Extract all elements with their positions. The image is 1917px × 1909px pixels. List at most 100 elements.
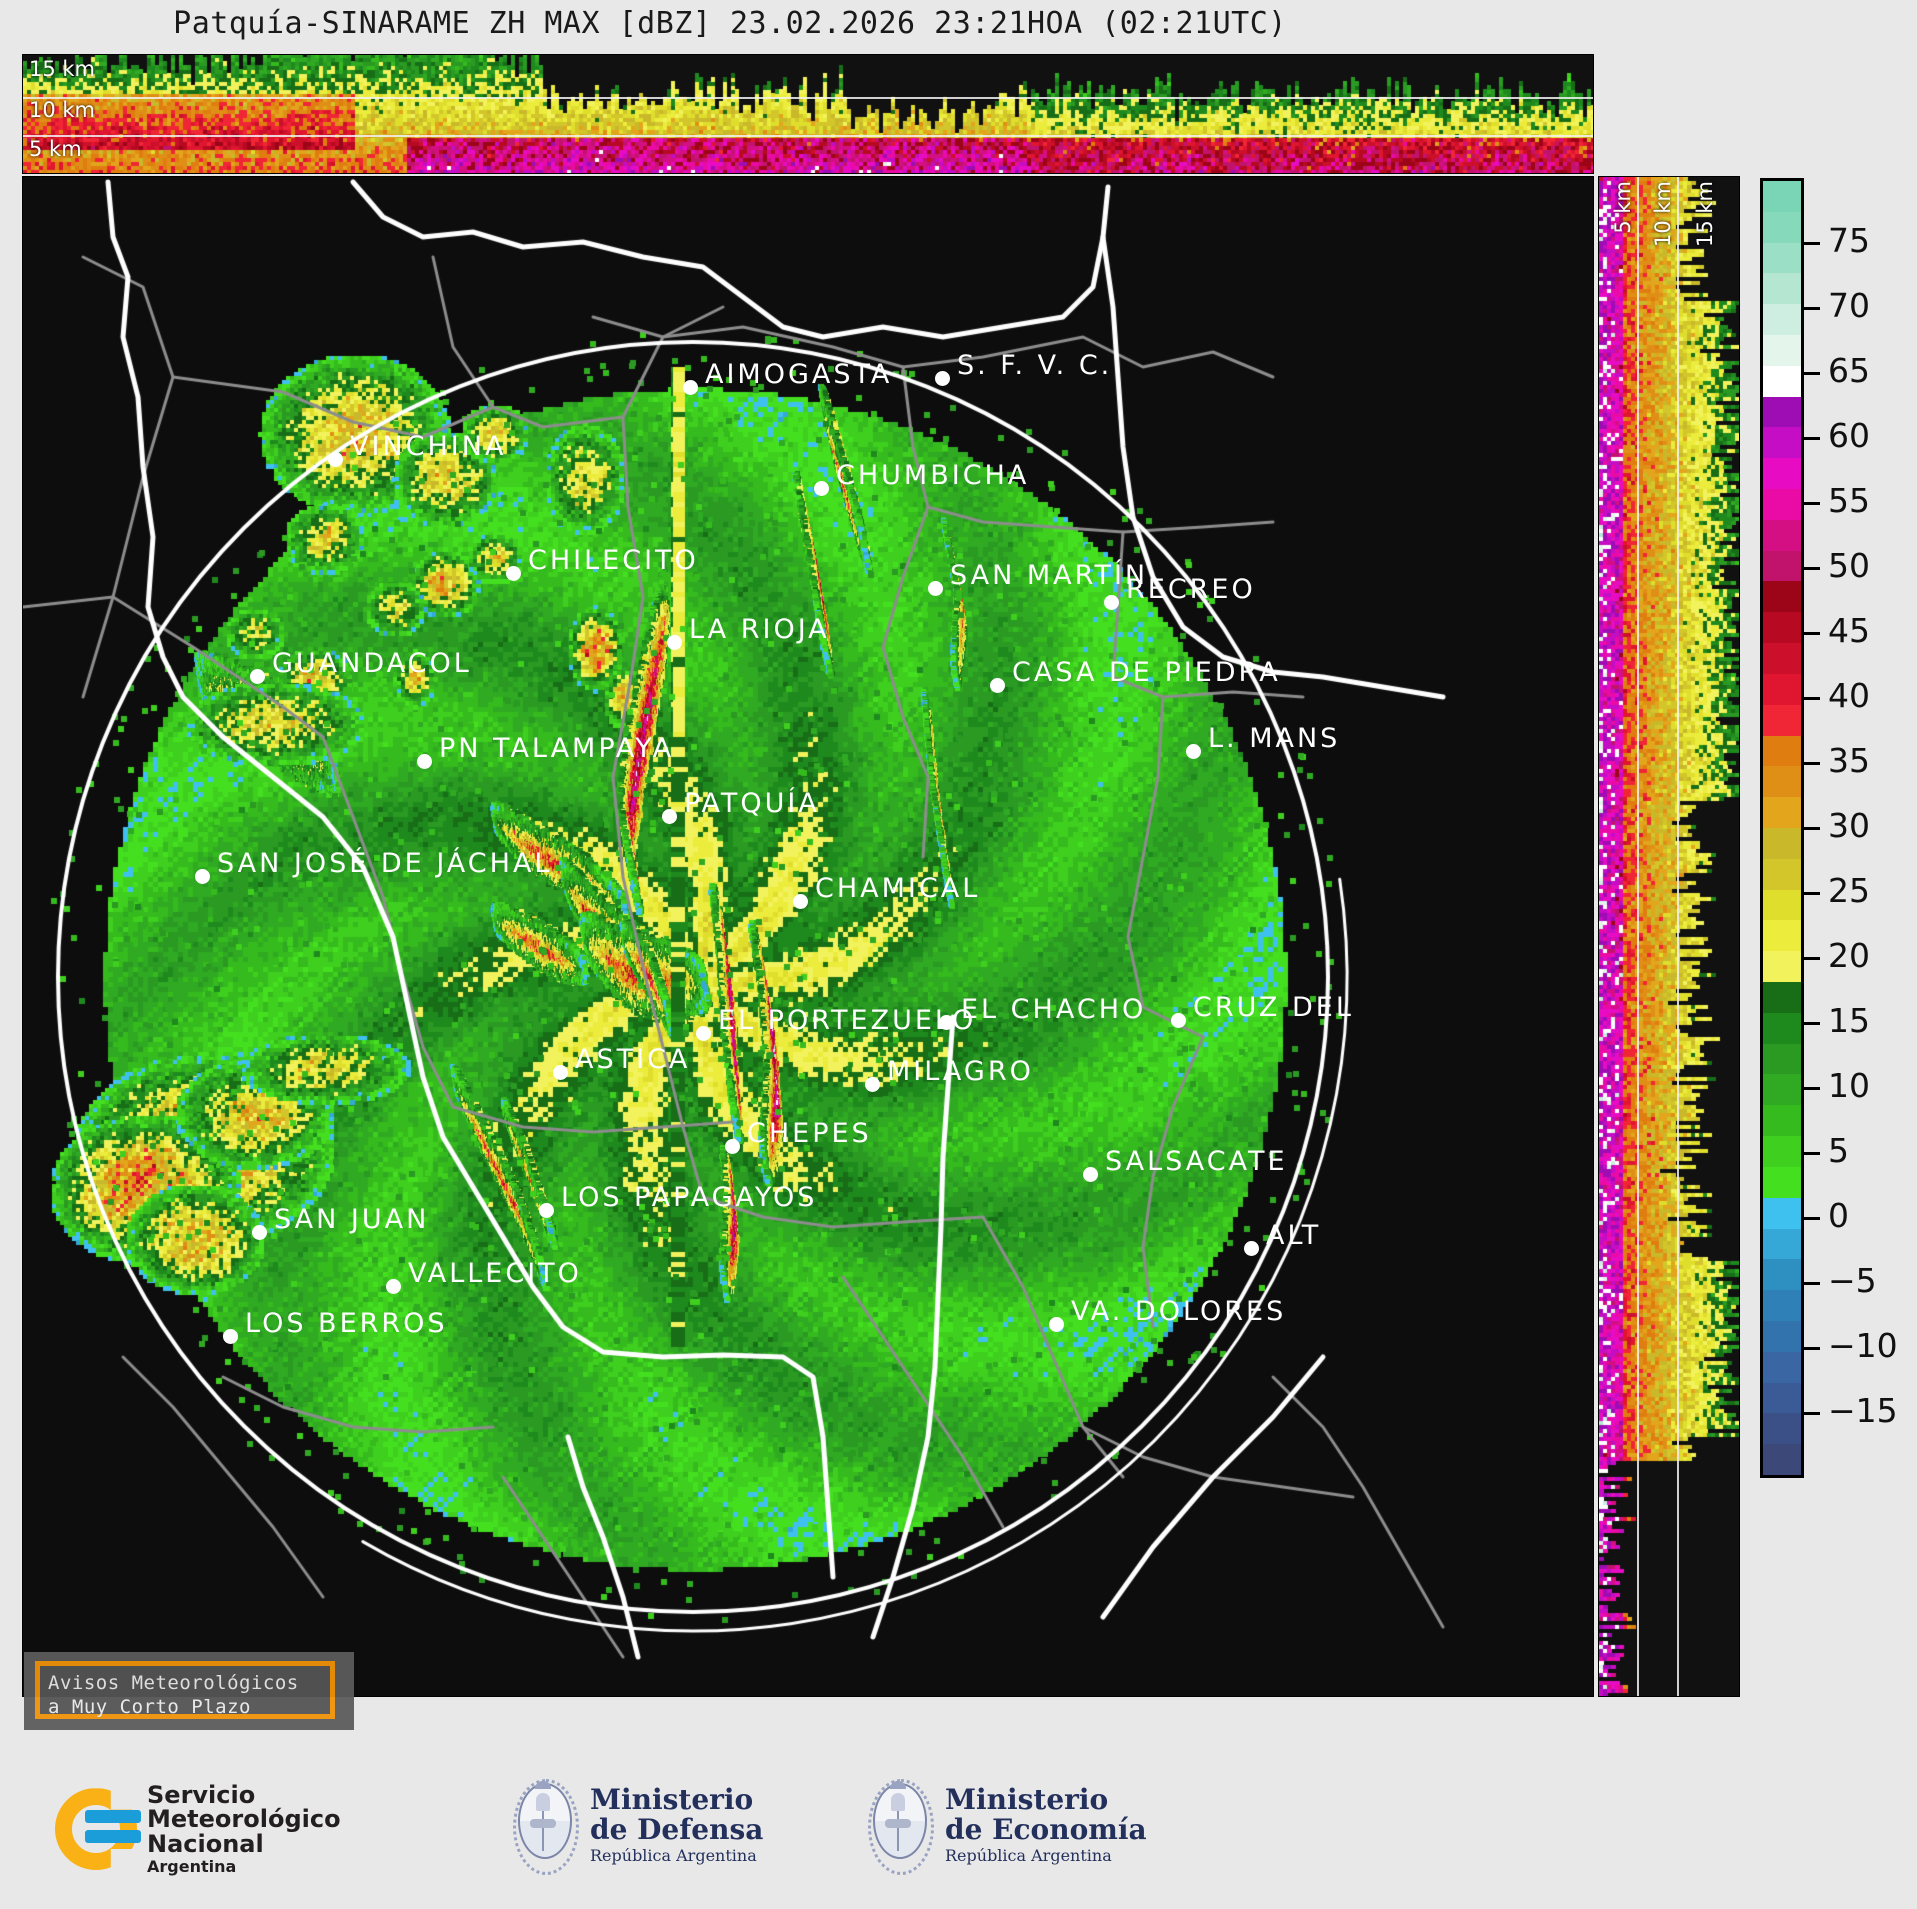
city-dot-icon	[223, 1329, 238, 1344]
colorbar-band-27	[1763, 612, 1801, 644]
colorbar-gradient	[1760, 178, 1804, 1478]
colorbar-band-12	[1763, 1074, 1801, 1106]
sun-shape-2	[886, 1773, 910, 1789]
cross-section-top-panel: 15 km 10 km 5 km	[22, 54, 1594, 174]
city-label: SALSACATE	[1105, 1146, 1288, 1177]
ministerio-defensa-logo: Ministerio de Defensa República Argentin…	[510, 1773, 763, 1877]
city-label: LOS PAPAGAYOS	[561, 1182, 818, 1213]
height-label-right-10km: 10 km	[1651, 181, 1675, 248]
defensa-line-2: de Defensa	[590, 1813, 764, 1847]
colorbar-band-28	[1763, 581, 1801, 613]
smn-wave-2	[85, 1830, 141, 1844]
colorbar-tick	[1804, 762, 1820, 765]
colorbar-band-35	[1763, 365, 1801, 397]
city-label: PATQUÍA	[684, 788, 820, 819]
city-label: ALT	[1266, 1220, 1322, 1251]
colorbar-tick	[1804, 242, 1820, 245]
colorbar-band-38	[1763, 273, 1801, 305]
city-dot-icon	[553, 1065, 568, 1080]
city-label: PN TALAMPAYA	[439, 733, 675, 764]
city-dot-icon	[328, 452, 343, 467]
colorbar-tick-label: 25	[1828, 871, 1870, 910]
colorbar-band-0	[1763, 1444, 1801, 1475]
colorbar-band-10	[1763, 1136, 1801, 1167]
colorbar-tick	[1804, 697, 1820, 700]
colorbar-band-11	[1763, 1105, 1801, 1137]
smn-wave-1	[85, 1810, 141, 1824]
city-dot-icon	[667, 635, 682, 650]
colorbar-band-16	[1763, 951, 1801, 982]
colorbar-tick	[1804, 307, 1820, 310]
colorbar-band-15	[1763, 982, 1801, 1013]
city-label: RECREO	[1126, 574, 1256, 605]
colorbar-band-3	[1763, 1351, 1801, 1383]
defensa-line-3: República Argentina	[590, 1845, 757, 1865]
radar-map[interactable]: AIMOGASTA S. F. V. C. VINCHINA CHUMBICHA CHI…	[22, 176, 1594, 1697]
colorbar-band-29	[1763, 550, 1801, 582]
warning-badge[interactable]: Avisos Meteorológicos a Muy Corto Plazo	[24, 1652, 354, 1730]
argentina-coat-of-arms-icon	[510, 1773, 579, 1877]
colorbar-band-21	[1763, 797, 1801, 828]
city-dot-icon	[1171, 1013, 1186, 1028]
colorbar-band-39	[1763, 242, 1801, 274]
colorbar-tick-label: 5	[1828, 1131, 1849, 1170]
city-dot-icon	[1083, 1167, 1098, 1182]
defensa-line-1: Ministerio	[590, 1783, 754, 1817]
economia-line-3: República Argentina	[945, 1845, 1112, 1865]
colorbar-band-25	[1763, 673, 1801, 705]
colorbar-tick-label: 10	[1828, 1066, 1870, 1105]
height-gridline-10km	[23, 97, 1593, 99]
colorbar-band-9	[1763, 1166, 1801, 1198]
city-dot-icon	[990, 678, 1005, 693]
colorbar-tick-label: 35	[1828, 741, 1870, 780]
colorbar-band-36	[1763, 334, 1801, 366]
colorbar-band-40	[1763, 211, 1801, 243]
city-dot-icon	[935, 371, 950, 386]
colorbar-band-23	[1763, 735, 1801, 767]
city-label: GUANDACOL	[272, 648, 472, 679]
smn-line-2: Meteorológico	[147, 1805, 341, 1834]
city-label: CRUZ DEL	[1193, 992, 1354, 1023]
city-label: VINCHINA	[350, 431, 507, 462]
city-label: CHEPES	[747, 1118, 872, 1149]
ministerio-economia-logo: Ministerio de Economía República Argenti…	[865, 1773, 1147, 1877]
colorbar-band-41	[1763, 180, 1801, 212]
colorbar-band-37	[1763, 304, 1801, 335]
city-dot-icon	[1104, 595, 1119, 610]
smn-line-3: Nacional	[147, 1829, 264, 1858]
city-label: SAN JOSÉ DE JÁCHAL	[217, 848, 553, 879]
city-dot-icon	[1244, 1241, 1259, 1256]
city-dot-icon	[725, 1139, 740, 1154]
economia-line-2: de Economía	[945, 1813, 1147, 1847]
cross-section-right-panel: 5 km 10 km 15 km	[1598, 176, 1740, 1697]
city-dot-icon	[939, 1015, 954, 1030]
city-dot-icon	[252, 1225, 267, 1240]
colorbar-tick	[1804, 567, 1820, 570]
city-label: CHAMICAL	[815, 873, 981, 904]
city-label: CASA DE PIEDRA	[1012, 657, 1281, 688]
colorbar-band-30	[1763, 519, 1801, 551]
city-label: L. MANS	[1208, 723, 1341, 754]
city-label: CHILECITO	[528, 545, 699, 576]
warning-line-2: a Muy Corto Plazo	[48, 1696, 251, 1718]
colorbar-band-31	[1763, 489, 1801, 520]
colorbar-tick-label: 55	[1828, 481, 1870, 520]
colorbar-tick-label: −15	[1828, 1391, 1898, 1430]
height-label-right-15km: 15 km	[1693, 181, 1717, 248]
colorbar-band-7	[1763, 1228, 1801, 1260]
colorbar-band-20	[1763, 827, 1801, 859]
city-dot-icon	[1186, 744, 1201, 759]
cross-section-right-canvas	[1599, 177, 1739, 1696]
clasped-hands-shape	[530, 1819, 556, 1828]
phrygian-cap-shape	[536, 1793, 550, 1811]
colorbar-tick	[1804, 1347, 1820, 1350]
city-label: S. F. V. C.	[957, 350, 1113, 381]
colorbar-band-26	[1763, 643, 1801, 674]
city-dot-icon	[793, 894, 808, 909]
colorbar-tick	[1804, 372, 1820, 375]
ministerio-defensa-text: Ministerio de Defensa República Argentin…	[590, 1785, 763, 1864]
colorbar-band-4	[1763, 1320, 1801, 1352]
colorbar-tick-label: 60	[1828, 416, 1870, 455]
colorbar-tick-label: 20	[1828, 936, 1870, 975]
smn-ring-shape	[55, 1788, 137, 1871]
